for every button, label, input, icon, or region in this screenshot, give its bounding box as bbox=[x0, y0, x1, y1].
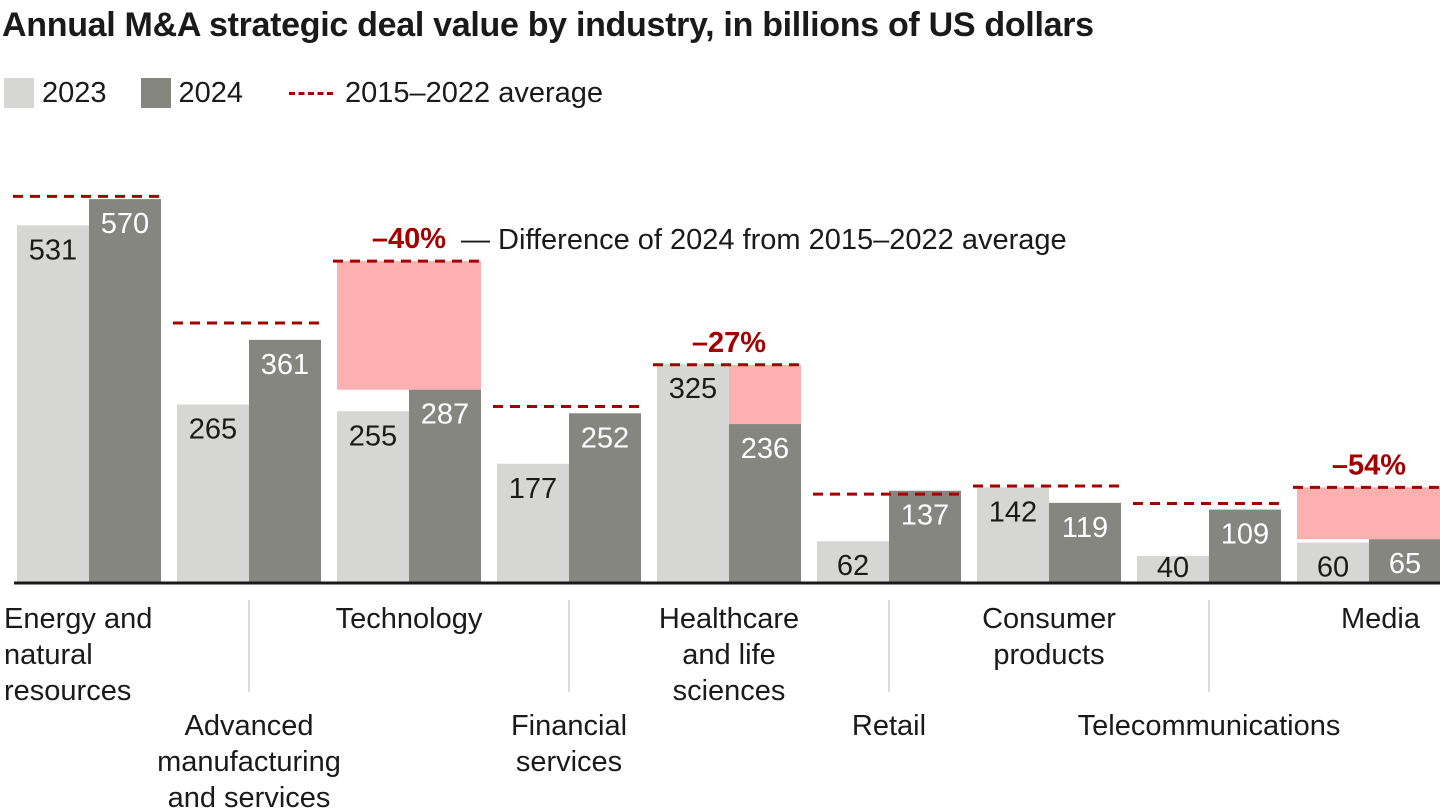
legend-dash-average bbox=[289, 91, 334, 95]
category-label: Telecommunications bbox=[1078, 710, 1341, 742]
category-label-line: services bbox=[516, 746, 622, 778]
bar-2024 bbox=[249, 339, 321, 583]
value-label-2024: 252 bbox=[581, 422, 629, 454]
category-label-line: and services bbox=[168, 782, 331, 810]
bar-2023 bbox=[1137, 556, 1209, 583]
category-label-line: Technology bbox=[336, 603, 483, 635]
category-label-line: Consumer bbox=[982, 603, 1116, 635]
legend-swatch-2023 bbox=[4, 78, 34, 108]
legend-item-average: 2015–2022 average bbox=[277, 77, 603, 110]
difference-label: –54% bbox=[1332, 449, 1406, 481]
difference-region bbox=[337, 261, 481, 390]
bar-2024 bbox=[1049, 502, 1121, 583]
category-label-line: products bbox=[993, 639, 1104, 671]
legend-item-2023: 2023 bbox=[4, 77, 107, 110]
value-label-2023: 62 bbox=[837, 550, 869, 582]
category-label-line: manufacturing bbox=[157, 746, 341, 778]
category-label: Media bbox=[1341, 603, 1421, 635]
category-label-line: Telecommunications bbox=[1078, 710, 1341, 742]
difference-note: — Difference of 2024 from 2015–2022 aver… bbox=[461, 224, 1067, 256]
value-label-2023: 325 bbox=[669, 373, 717, 405]
category-label-line: Media bbox=[1341, 603, 1421, 635]
category-label-line: sciences bbox=[673, 675, 786, 707]
category-label-line: natural bbox=[4, 639, 93, 671]
category-label-line: Advanced bbox=[185, 710, 314, 742]
category-label-line: Energy and bbox=[4, 603, 152, 635]
value-label-2024: 361 bbox=[261, 349, 309, 381]
category-label-line: Financial bbox=[511, 710, 627, 742]
bar-2024 bbox=[1209, 509, 1281, 583]
category-label: Consumer products bbox=[982, 603, 1116, 671]
bar-2023 bbox=[17, 225, 89, 583]
value-label-2023: 265 bbox=[189, 414, 237, 446]
bar-2023 bbox=[817, 541, 889, 583]
bar-2023 bbox=[177, 404, 249, 583]
chart-title: Annual M&A strategic deal value by indus… bbox=[2, 6, 1094, 44]
value-label-2024: 236 bbox=[741, 433, 789, 465]
category-label: Advanced manufacturing and services bbox=[157, 710, 341, 810]
value-label-2024: 119 bbox=[1062, 512, 1108, 544]
category-label-line: resources bbox=[4, 675, 131, 707]
value-label-2023: 142 bbox=[989, 496, 1037, 528]
bar-2024 bbox=[889, 490, 961, 583]
category-label: Financial services bbox=[511, 710, 627, 778]
bar-2024 bbox=[569, 413, 641, 583]
value-label-2023: 531 bbox=[29, 234, 77, 266]
value-label-2023: 60 bbox=[1317, 552, 1349, 584]
bar-2023 bbox=[977, 487, 1049, 583]
category-label: Technology bbox=[336, 603, 483, 635]
difference-label: –40% bbox=[372, 223, 446, 255]
bar-2023 bbox=[657, 364, 729, 583]
category-label: Retail bbox=[852, 710, 926, 742]
category-label-line: Retail bbox=[852, 710, 926, 742]
value-label-2024: 65 bbox=[1389, 548, 1421, 580]
difference-region bbox=[1297, 487, 1440, 540]
legend-label-2023: 2023 bbox=[42, 76, 107, 109]
legend-swatch-2024 bbox=[140, 78, 171, 108]
difference-label: –27% bbox=[692, 327, 766, 359]
bar-2023 bbox=[337, 411, 409, 583]
value-label-2024: 570 bbox=[101, 208, 149, 240]
legend-label-average: 2015–2022 average bbox=[345, 76, 604, 109]
value-label-2023: 40 bbox=[1157, 552, 1189, 584]
value-label-2024: 109 bbox=[1221, 519, 1269, 551]
legend-label-2024: 2024 bbox=[178, 76, 244, 109]
category-label-line: Healthcare bbox=[659, 603, 799, 635]
bar-2023 bbox=[1297, 542, 1369, 583]
bar-2023 bbox=[497, 463, 569, 583]
category-label: Energy and natural resources bbox=[4, 603, 152, 707]
legend-item-2024: 2024 bbox=[140, 76, 244, 110]
category-label: Healthcare and life sciences bbox=[659, 603, 799, 707]
bar-2024 bbox=[729, 424, 801, 583]
legend: 2023 2024 2015–2022 average bbox=[4, 76, 637, 110]
value-label-2023: 255 bbox=[349, 420, 397, 452]
value-label-2024: 137 bbox=[901, 500, 949, 532]
category-label-line: and life bbox=[682, 639, 776, 671]
value-label-2023: 177 bbox=[509, 473, 557, 505]
bar-2024 bbox=[1369, 539, 1440, 583]
value-label-2024: 287 bbox=[421, 399, 469, 431]
bar-2024 bbox=[89, 199, 161, 584]
bar-2024 bbox=[409, 389, 481, 583]
